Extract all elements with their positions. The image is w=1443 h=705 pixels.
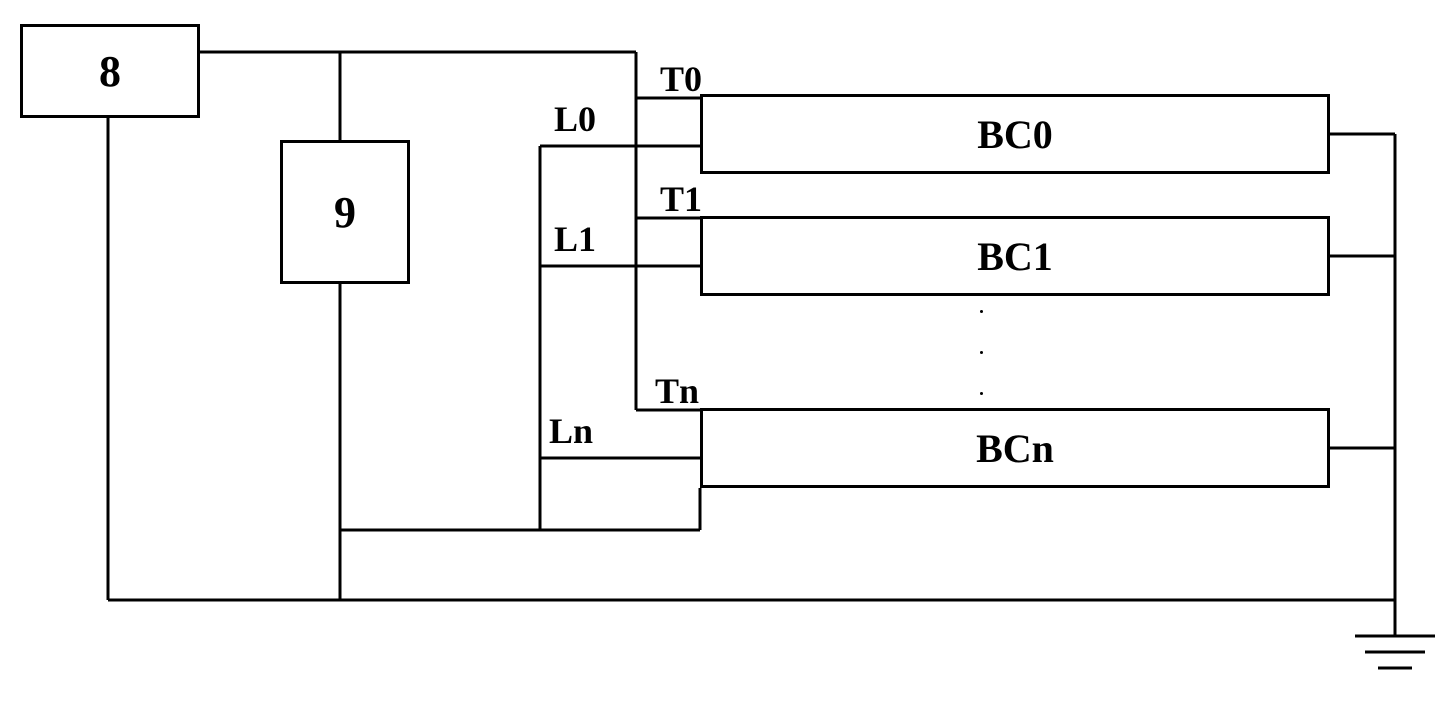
box-8: 8 — [20, 24, 200, 118]
box-8-label: 8 — [99, 46, 121, 97]
ellipsis-dots — [980, 310, 983, 395]
box-bc1: BC1 — [700, 216, 1330, 296]
label-t1: T1 — [660, 178, 702, 220]
label-l0: L0 — [554, 98, 596, 140]
block-diagram: 8 9 BC0 BC1 BCn L0 L1 Ln T0 T1 Tn — [0, 0, 1443, 705]
label-t0: T0 — [660, 58, 702, 100]
box-bc0-label: BC0 — [977, 111, 1053, 158]
label-tn: Tn — [655, 370, 699, 412]
label-ln: Ln — [549, 410, 593, 452]
label-l1: L1 — [554, 218, 596, 260]
box-bcn: BCn — [700, 408, 1330, 488]
box-bcn-label: BCn — [976, 425, 1054, 472]
box-9: 9 — [280, 140, 410, 284]
box-9-label: 9 — [334, 187, 356, 238]
box-bc0: BC0 — [700, 94, 1330, 174]
box-bc1-label: BC1 — [977, 233, 1053, 280]
